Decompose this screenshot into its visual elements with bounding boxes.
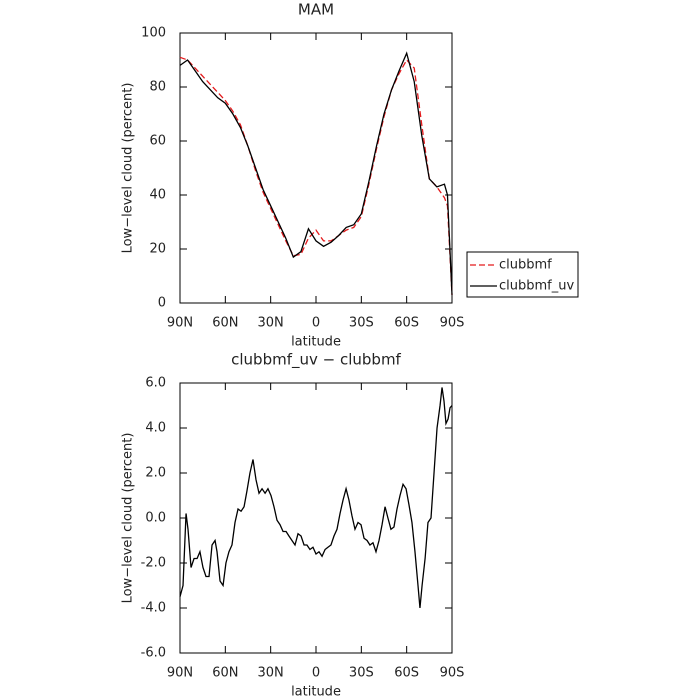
x-tick-label: 30S [349,316,374,331]
y-tick-label: 2.0 [145,466,166,481]
y-tick-label: 20 [149,242,166,257]
y-tick-label: 40 [149,188,166,203]
y-tick-label: 4.0 [145,421,166,436]
x-tick-label: 60N [212,666,238,681]
x-tick-label: 90S [440,666,465,681]
x-tick-label: 90S [440,316,465,331]
x-tick-label: 60S [394,316,419,331]
legend-label: clubbmf [499,258,552,273]
data-line [179,387,453,609]
chart-title: MAM [298,1,334,19]
data-line [179,56,453,295]
plot-frame [179,382,453,654]
legend-box [466,251,579,298]
chart-title: clubbmf_uv − clubbmf [231,351,401,370]
x-tick-label: 30N [258,316,284,331]
x-tick-label: 60S [394,666,419,681]
legend-label: clubbmf_uv [499,279,574,294]
x-tick-label: 90N [167,316,193,331]
x-tick-label: 30N [258,666,284,681]
y-tick-label: 0.0 [145,511,166,526]
x-tick-label: 90N [167,666,193,681]
y-axis-label: Low−level cloud (percent) [121,83,136,254]
y-tick-label: -4.0 [141,601,166,616]
y-tick-label: -2.0 [141,556,166,571]
x-tick-label: 60N [212,316,238,331]
y-tick-label: -6.0 [141,646,166,661]
plot-frame [179,32,453,304]
x-axis-label: latitude [291,335,341,350]
y-tick-label: 60 [149,134,166,149]
y-axis-label: Low−level cloud (percent) [121,433,136,604]
x-tick-label: 0 [312,316,320,331]
y-tick-label: 6.0 [145,376,166,391]
data-line [179,51,453,295]
x-tick-label: 0 [312,666,320,681]
legend: clubbmf clubbmf_uv [466,251,579,298]
y-tick-label: 100 [141,26,166,41]
y-tick-label: 0 [158,296,166,311]
y-tick-label: 80 [149,80,166,95]
x-tick-label: 30S [349,666,374,681]
x-axis-label: latitude [291,685,341,700]
